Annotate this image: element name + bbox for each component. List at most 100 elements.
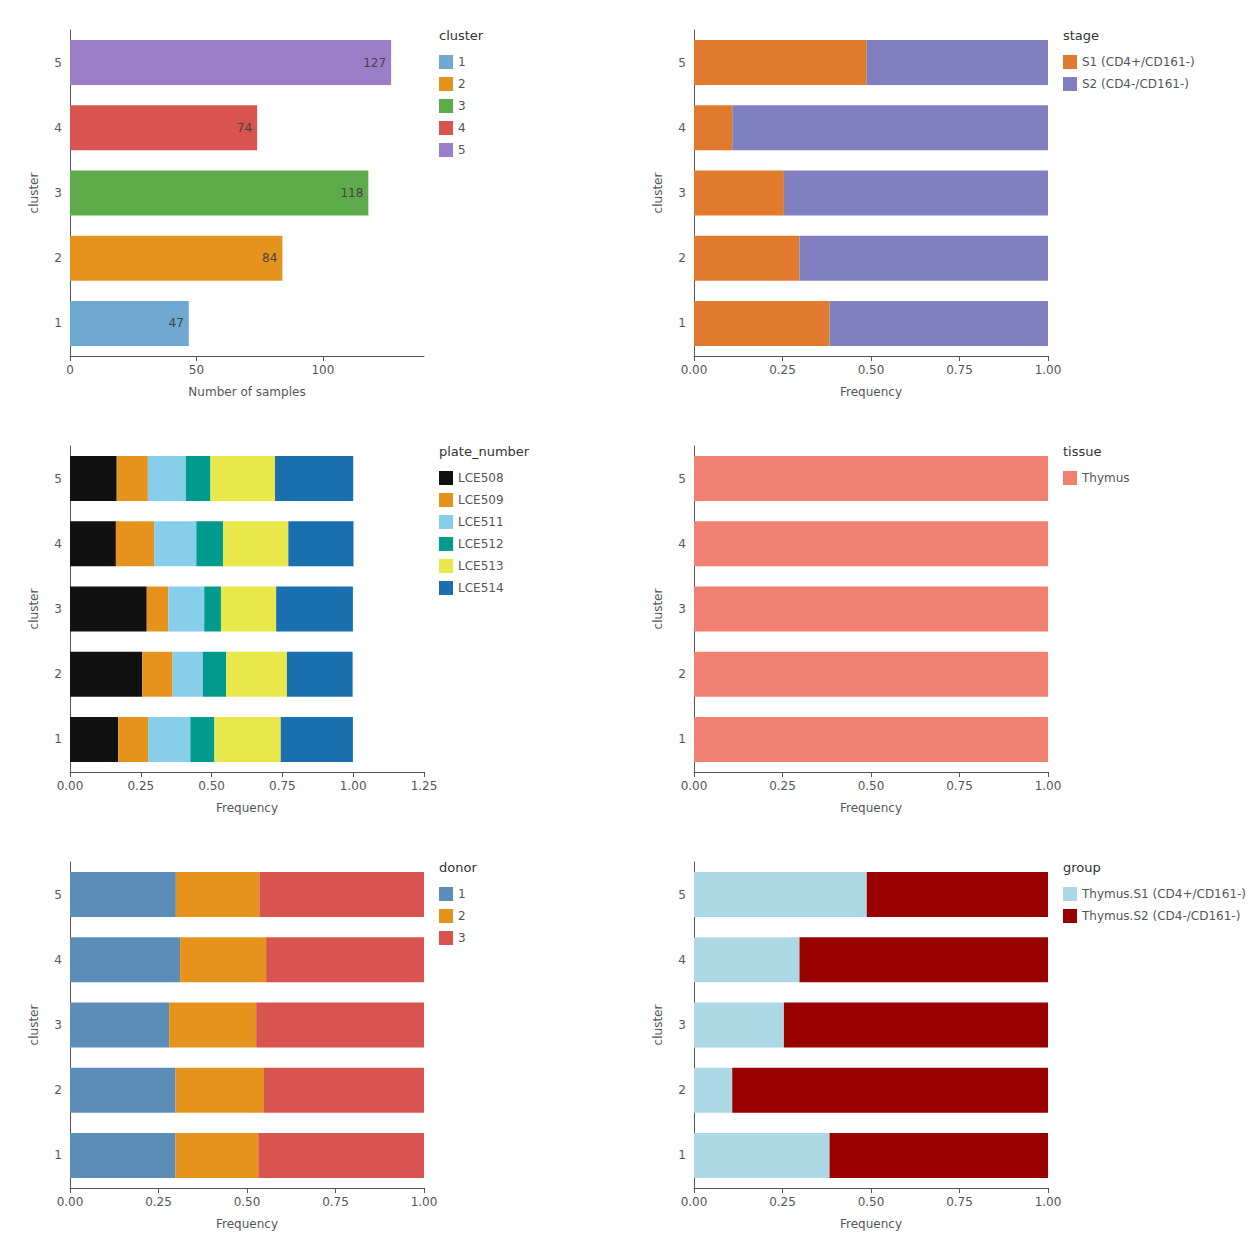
svg-text:1.00: 1.00 xyxy=(1035,1195,1062,1209)
svg-text:group: group xyxy=(1063,860,1101,875)
svg-text:stage: stage xyxy=(1063,28,1099,43)
svg-text:5: 5 xyxy=(54,888,62,902)
svg-text:2: 2 xyxy=(678,667,686,681)
svg-text:3: 3 xyxy=(678,1018,686,1032)
svg-text:0.75: 0.75 xyxy=(322,1195,349,1209)
svg-text:0.00: 0.00 xyxy=(681,779,708,793)
svg-text:1: 1 xyxy=(678,732,686,746)
svg-text:4: 4 xyxy=(678,537,686,551)
svg-text:LCE513: LCE513 xyxy=(458,559,504,573)
svg-text:LCE509: LCE509 xyxy=(458,493,504,507)
svg-text:5: 5 xyxy=(678,56,686,70)
svg-text:2: 2 xyxy=(678,1083,686,1097)
svg-text:4: 4 xyxy=(54,537,62,551)
svg-text:0.00: 0.00 xyxy=(57,779,84,793)
svg-text:Frequency: Frequency xyxy=(840,1217,902,1231)
svg-text:1.00: 1.00 xyxy=(340,779,367,793)
svg-text:cluster: cluster xyxy=(651,173,665,214)
svg-text:5: 5 xyxy=(678,472,686,486)
svg-text:Thymus.S1 (CD4+/CD161-): Thymus.S1 (CD4+/CD161-) xyxy=(1081,887,1246,901)
svg-text:plate_number: plate_number xyxy=(439,444,530,459)
svg-text:cluster: cluster xyxy=(651,589,665,630)
svg-text:3: 3 xyxy=(678,602,686,616)
svg-text:cluster: cluster xyxy=(651,1005,665,1046)
svg-text:47: 47 xyxy=(169,316,184,330)
svg-text:127: 127 xyxy=(363,56,386,70)
svg-text:0.50: 0.50 xyxy=(858,363,885,377)
svg-text:5: 5 xyxy=(458,143,466,157)
svg-text:3: 3 xyxy=(54,1018,62,1032)
svg-text:cluster: cluster xyxy=(27,173,41,214)
svg-text:1: 1 xyxy=(458,55,466,69)
svg-text:Thymus: Thymus xyxy=(1081,471,1130,485)
svg-text:1.25: 1.25 xyxy=(411,779,438,793)
svg-text:4: 4 xyxy=(54,121,62,135)
svg-text:cluster: cluster xyxy=(27,1005,41,1046)
svg-text:0.00: 0.00 xyxy=(57,1195,84,1209)
svg-text:0.00: 0.00 xyxy=(681,1195,708,1209)
svg-text:Frequency: Frequency xyxy=(840,385,902,399)
svg-text:4: 4 xyxy=(458,121,466,135)
svg-text:3: 3 xyxy=(458,99,466,113)
svg-text:2: 2 xyxy=(678,251,686,265)
svg-text:0.25: 0.25 xyxy=(769,1195,796,1209)
svg-text:2: 2 xyxy=(54,1083,62,1097)
svg-text:2: 2 xyxy=(54,667,62,681)
svg-text:2: 2 xyxy=(54,251,62,265)
svg-text:0: 0 xyxy=(66,363,74,377)
svg-text:1.00: 1.00 xyxy=(1035,779,1062,793)
svg-text:50: 50 xyxy=(189,363,204,377)
svg-text:0.25: 0.25 xyxy=(769,779,796,793)
svg-text:100: 100 xyxy=(311,363,334,377)
svg-text:1.00: 1.00 xyxy=(1035,363,1062,377)
svg-text:1: 1 xyxy=(678,1148,686,1162)
svg-text:2: 2 xyxy=(458,909,466,923)
svg-text:0.75: 0.75 xyxy=(269,779,296,793)
svg-text:0.50: 0.50 xyxy=(198,779,225,793)
svg-text:0.25: 0.25 xyxy=(769,363,796,377)
svg-text:Thymus.S2 (CD4-/CD161-): Thymus.S2 (CD4-/CD161-) xyxy=(1081,909,1240,923)
svg-text:tissue: tissue xyxy=(1063,444,1102,459)
svg-text:cluster: cluster xyxy=(27,589,41,630)
svg-text:0.50: 0.50 xyxy=(858,1195,885,1209)
svg-text:0.75: 0.75 xyxy=(946,779,973,793)
svg-text:S2 (CD4-/CD161-): S2 (CD4-/CD161-) xyxy=(1082,77,1189,91)
svg-text:S1 (CD4+/CD161-): S1 (CD4+/CD161-) xyxy=(1082,55,1195,69)
svg-text:Frequency: Frequency xyxy=(216,1217,278,1231)
svg-text:3: 3 xyxy=(458,931,466,945)
svg-text:5: 5 xyxy=(678,888,686,902)
svg-text:Frequency: Frequency xyxy=(840,801,902,815)
svg-text:118: 118 xyxy=(340,186,363,200)
svg-text:3: 3 xyxy=(678,186,686,200)
svg-text:3: 3 xyxy=(54,602,62,616)
svg-text:0.25: 0.25 xyxy=(127,779,154,793)
svg-text:5: 5 xyxy=(54,56,62,70)
svg-text:74: 74 xyxy=(237,121,252,135)
svg-text:Frequency: Frequency xyxy=(216,801,278,815)
svg-text:5: 5 xyxy=(54,472,62,486)
svg-text:LCE512: LCE512 xyxy=(458,537,504,551)
svg-text:0.00: 0.00 xyxy=(681,363,708,377)
svg-text:4: 4 xyxy=(678,953,686,967)
svg-text:0.50: 0.50 xyxy=(234,1195,261,1209)
svg-text:1.00: 1.00 xyxy=(411,1195,438,1209)
svg-text:donor: donor xyxy=(439,860,477,875)
svg-text:4: 4 xyxy=(678,121,686,135)
svg-text:2: 2 xyxy=(458,77,466,91)
svg-text:0.50: 0.50 xyxy=(858,779,885,793)
svg-text:LCE514: LCE514 xyxy=(458,581,504,595)
svg-text:4: 4 xyxy=(54,953,62,967)
svg-text:0.75: 0.75 xyxy=(946,1195,973,1209)
svg-text:LCE511: LCE511 xyxy=(458,515,504,529)
svg-text:Number of samples: Number of samples xyxy=(188,385,305,399)
svg-text:LCE508: LCE508 xyxy=(458,471,504,485)
svg-text:1: 1 xyxy=(678,316,686,330)
svg-text:cluster: cluster xyxy=(439,28,484,43)
svg-text:0.75: 0.75 xyxy=(946,363,973,377)
svg-text:1: 1 xyxy=(54,316,62,330)
svg-text:1: 1 xyxy=(458,887,466,901)
svg-text:0.25: 0.25 xyxy=(145,1195,172,1209)
svg-text:1: 1 xyxy=(54,732,62,746)
svg-text:84: 84 xyxy=(262,251,277,265)
svg-text:3: 3 xyxy=(54,186,62,200)
